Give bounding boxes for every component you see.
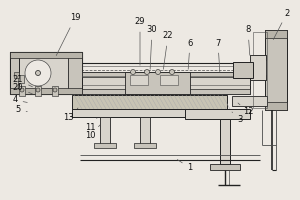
Bar <box>52 86 58 96</box>
Bar <box>19 86 25 96</box>
Bar <box>232 96 267 106</box>
Bar <box>10 52 19 94</box>
Text: 6: 6 <box>187 38 193 69</box>
Bar <box>72 95 227 109</box>
Circle shape <box>53 88 57 92</box>
Bar <box>100 117 110 145</box>
Text: 3: 3 <box>232 112 243 124</box>
Bar <box>160 75 178 85</box>
Text: 8: 8 <box>245 25 251 55</box>
Bar <box>140 117 150 145</box>
Text: 10: 10 <box>85 125 100 140</box>
Bar <box>14 72 19 78</box>
Circle shape <box>155 70 160 74</box>
Bar <box>10 52 82 58</box>
Circle shape <box>36 88 40 92</box>
Text: 19: 19 <box>56 14 80 56</box>
Bar <box>35 86 41 96</box>
Bar <box>82 72 250 94</box>
Bar <box>265 30 287 110</box>
Bar <box>72 109 227 117</box>
Text: 30: 30 <box>147 25 157 69</box>
Circle shape <box>169 70 175 74</box>
Bar <box>220 119 230 164</box>
Text: 11: 11 <box>85 118 97 132</box>
Circle shape <box>130 70 136 74</box>
Bar <box>250 55 266 80</box>
Text: 29: 29 <box>135 18 145 65</box>
Bar <box>265 102 287 110</box>
Bar <box>265 30 287 38</box>
Bar <box>18 75 24 83</box>
Bar <box>94 143 116 148</box>
Text: 5: 5 <box>15 106 27 114</box>
Bar <box>125 72 190 94</box>
Text: 7: 7 <box>215 38 221 72</box>
Text: 2: 2 <box>273 8 290 40</box>
Bar <box>210 164 240 170</box>
Bar <box>130 75 148 85</box>
Circle shape <box>145 70 149 74</box>
Text: 22: 22 <box>163 31 173 69</box>
Text: 1: 1 <box>177 160 193 172</box>
Bar <box>250 55 266 60</box>
Bar <box>82 89 250 94</box>
Text: 21: 21 <box>13 75 32 87</box>
Bar <box>68 52 82 94</box>
Circle shape <box>25 60 51 86</box>
Bar <box>134 143 156 148</box>
Bar <box>10 52 82 94</box>
Bar <box>253 32 267 108</box>
Text: 20: 20 <box>13 84 32 94</box>
Bar <box>250 75 266 80</box>
Text: 12: 12 <box>238 103 253 116</box>
Circle shape <box>35 71 40 75</box>
Bar <box>185 109 250 119</box>
Text: 13: 13 <box>63 108 78 122</box>
Bar <box>10 88 82 94</box>
Circle shape <box>20 88 24 92</box>
Bar <box>233 62 253 78</box>
Bar <box>82 72 250 77</box>
Text: 4: 4 <box>12 96 27 104</box>
